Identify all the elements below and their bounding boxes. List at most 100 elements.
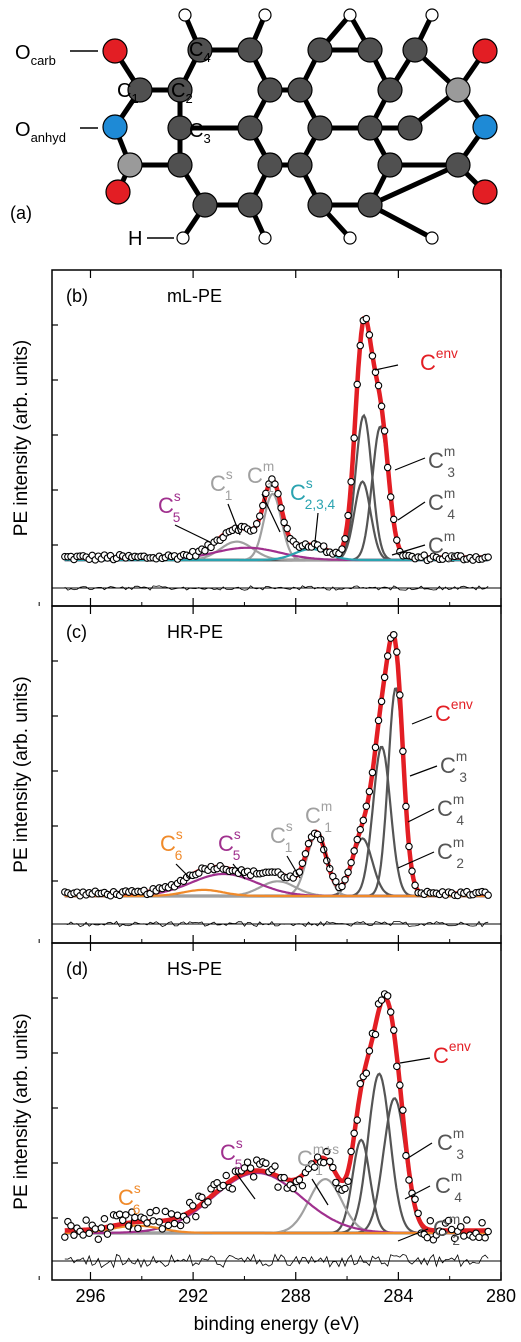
hydrogen-atom (425, 231, 439, 245)
data-point (280, 518, 288, 527)
data-point (347, 858, 355, 867)
carbon-atom (357, 192, 383, 218)
data-point (393, 536, 401, 544)
data-point (374, 381, 383, 390)
data-point (396, 691, 404, 699)
data-point (405, 842, 413, 851)
data-point (319, 542, 328, 550)
data-point (274, 1183, 282, 1191)
data-point (280, 1173, 288, 1182)
component-label: Cm 4 (437, 792, 464, 828)
data-point (411, 881, 419, 890)
data-point (106, 1223, 115, 1231)
label-pointer (397, 1228, 429, 1242)
carbon-atom (307, 192, 333, 218)
component-c-3-m (64, 687, 489, 898)
residual-trace (64, 1253, 489, 1269)
data-point (228, 1185, 237, 1193)
data-point (362, 802, 371, 811)
data-point (408, 867, 416, 875)
data-point (158, 1225, 167, 1233)
data-point (326, 1157, 334, 1166)
data-point (341, 535, 349, 543)
label-pointer (407, 808, 435, 823)
data-point (356, 825, 365, 834)
carbon-atom (237, 192, 263, 218)
spectrum-panel-2: (c) HR-PE PE intensity (arb. units) Cenv Cm 3… (11, 605, 502, 944)
panel-tag: (c) (66, 622, 87, 642)
data-point (353, 380, 361, 389)
data-point (97, 1224, 106, 1232)
data-point (368, 768, 377, 777)
data-point (85, 1229, 93, 1238)
carbon-atom (167, 77, 193, 103)
data-point (298, 859, 307, 868)
x-axis-label: binding energy (eV) (194, 1314, 360, 1335)
data-point (246, 1164, 255, 1172)
x-tick-label: 296 (75, 1286, 105, 1306)
data-point (347, 1147, 355, 1156)
data-point (289, 1184, 298, 1193)
component-label: Cm 3 (440, 749, 467, 785)
hydrogen-atom (425, 8, 439, 22)
data-point (295, 1176, 304, 1184)
data-point (383, 463, 392, 472)
component-label: Cm 2 (437, 835, 464, 871)
data-point (94, 1235, 103, 1243)
data-point (390, 631, 398, 639)
label-pointer (407, 1142, 433, 1159)
data-point (380, 427, 389, 435)
data-point (438, 1228, 447, 1236)
data-point (271, 480, 279, 488)
o-anhyd-label: Oanhyd (15, 119, 66, 145)
data-point (393, 1062, 401, 1071)
label-pointer (374, 364, 399, 371)
data-point (353, 835, 361, 844)
data-point (396, 1081, 404, 1089)
hydrogen-atom (258, 231, 272, 245)
x-tick-label: 288 (281, 1286, 311, 1306)
panel-tag: (b) (66, 286, 88, 306)
data-point (444, 1216, 453, 1225)
c1-label: C1 (117, 80, 139, 106)
data-point (262, 1159, 270, 1168)
component-label: Cm 2 (433, 1212, 460, 1248)
component-label: Cm 1 (247, 459, 274, 495)
data-point (252, 520, 261, 528)
data-point (341, 1184, 349, 1193)
data-point (103, 1230, 112, 1238)
label-pointer (397, 851, 435, 869)
carbon-atom (257, 152, 283, 178)
data-point (393, 648, 401, 656)
label-pointer (175, 863, 191, 879)
label-pointer (391, 544, 426, 556)
o-carb-label: Ocarb (15, 42, 56, 68)
carbon-atom (167, 115, 193, 141)
carbon-atom (237, 37, 263, 63)
data-point (192, 1212, 200, 1221)
data-point (344, 1177, 352, 1186)
data-point (222, 1171, 230, 1180)
data-point (143, 1219, 151, 1227)
data-point (386, 493, 395, 501)
data-point (176, 1221, 185, 1230)
panel-a-tag: (a) (10, 203, 32, 223)
data-point (386, 1008, 395, 1016)
component-label: Cs 6 (118, 1181, 141, 1217)
data-point (255, 512, 264, 520)
component-label: Cm+s 1 (297, 1142, 339, 1178)
data-point (67, 1222, 75, 1230)
residual-trace (64, 585, 489, 591)
data-point (371, 1030, 380, 1039)
data-point (399, 747, 407, 755)
label-pointer (261, 493, 281, 533)
data-point (426, 1217, 435, 1225)
data-point (356, 341, 365, 350)
data-point (277, 504, 285, 512)
data-point (347, 477, 355, 486)
data-point (149, 1217, 157, 1225)
h-label: H (128, 228, 142, 250)
component-label: Cs 5 (158, 489, 181, 525)
label-pointer (397, 501, 426, 521)
